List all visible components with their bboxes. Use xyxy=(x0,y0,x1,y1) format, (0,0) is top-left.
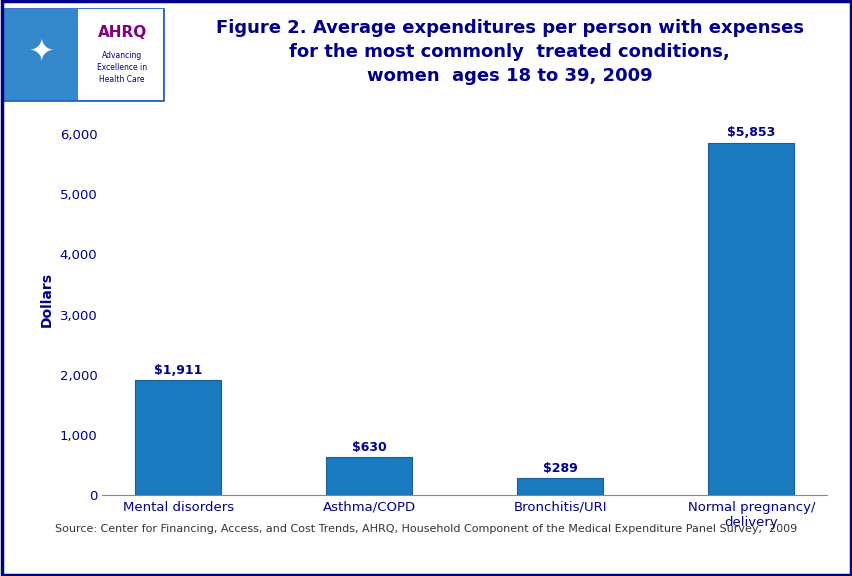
Text: $1,911: $1,911 xyxy=(154,364,202,377)
Text: $5,853: $5,853 xyxy=(727,126,774,139)
Bar xyxy=(517,478,602,495)
Bar xyxy=(708,143,793,495)
Text: Advancing
Excellence in
Health Care: Advancing Excellence in Health Care xyxy=(97,51,147,84)
Text: Source: Center for Financing, Access, and Cost Trends, AHRQ, Household Component: Source: Center for Financing, Access, an… xyxy=(55,524,797,535)
Y-axis label: Dollars: Dollars xyxy=(40,272,55,327)
Text: Figure 2. Average expenditures per person with expenses
for the most commonly  t: Figure 2. Average expenditures per perso… xyxy=(216,20,803,85)
Bar xyxy=(4,9,78,100)
Text: AHRQ: AHRQ xyxy=(97,25,147,40)
Text: ✦: ✦ xyxy=(28,37,54,66)
Bar xyxy=(78,9,163,100)
Bar xyxy=(326,457,412,495)
Text: $289: $289 xyxy=(543,461,577,475)
Text: $630: $630 xyxy=(352,441,386,454)
Bar xyxy=(135,380,221,495)
FancyBboxPatch shape xyxy=(4,9,163,100)
